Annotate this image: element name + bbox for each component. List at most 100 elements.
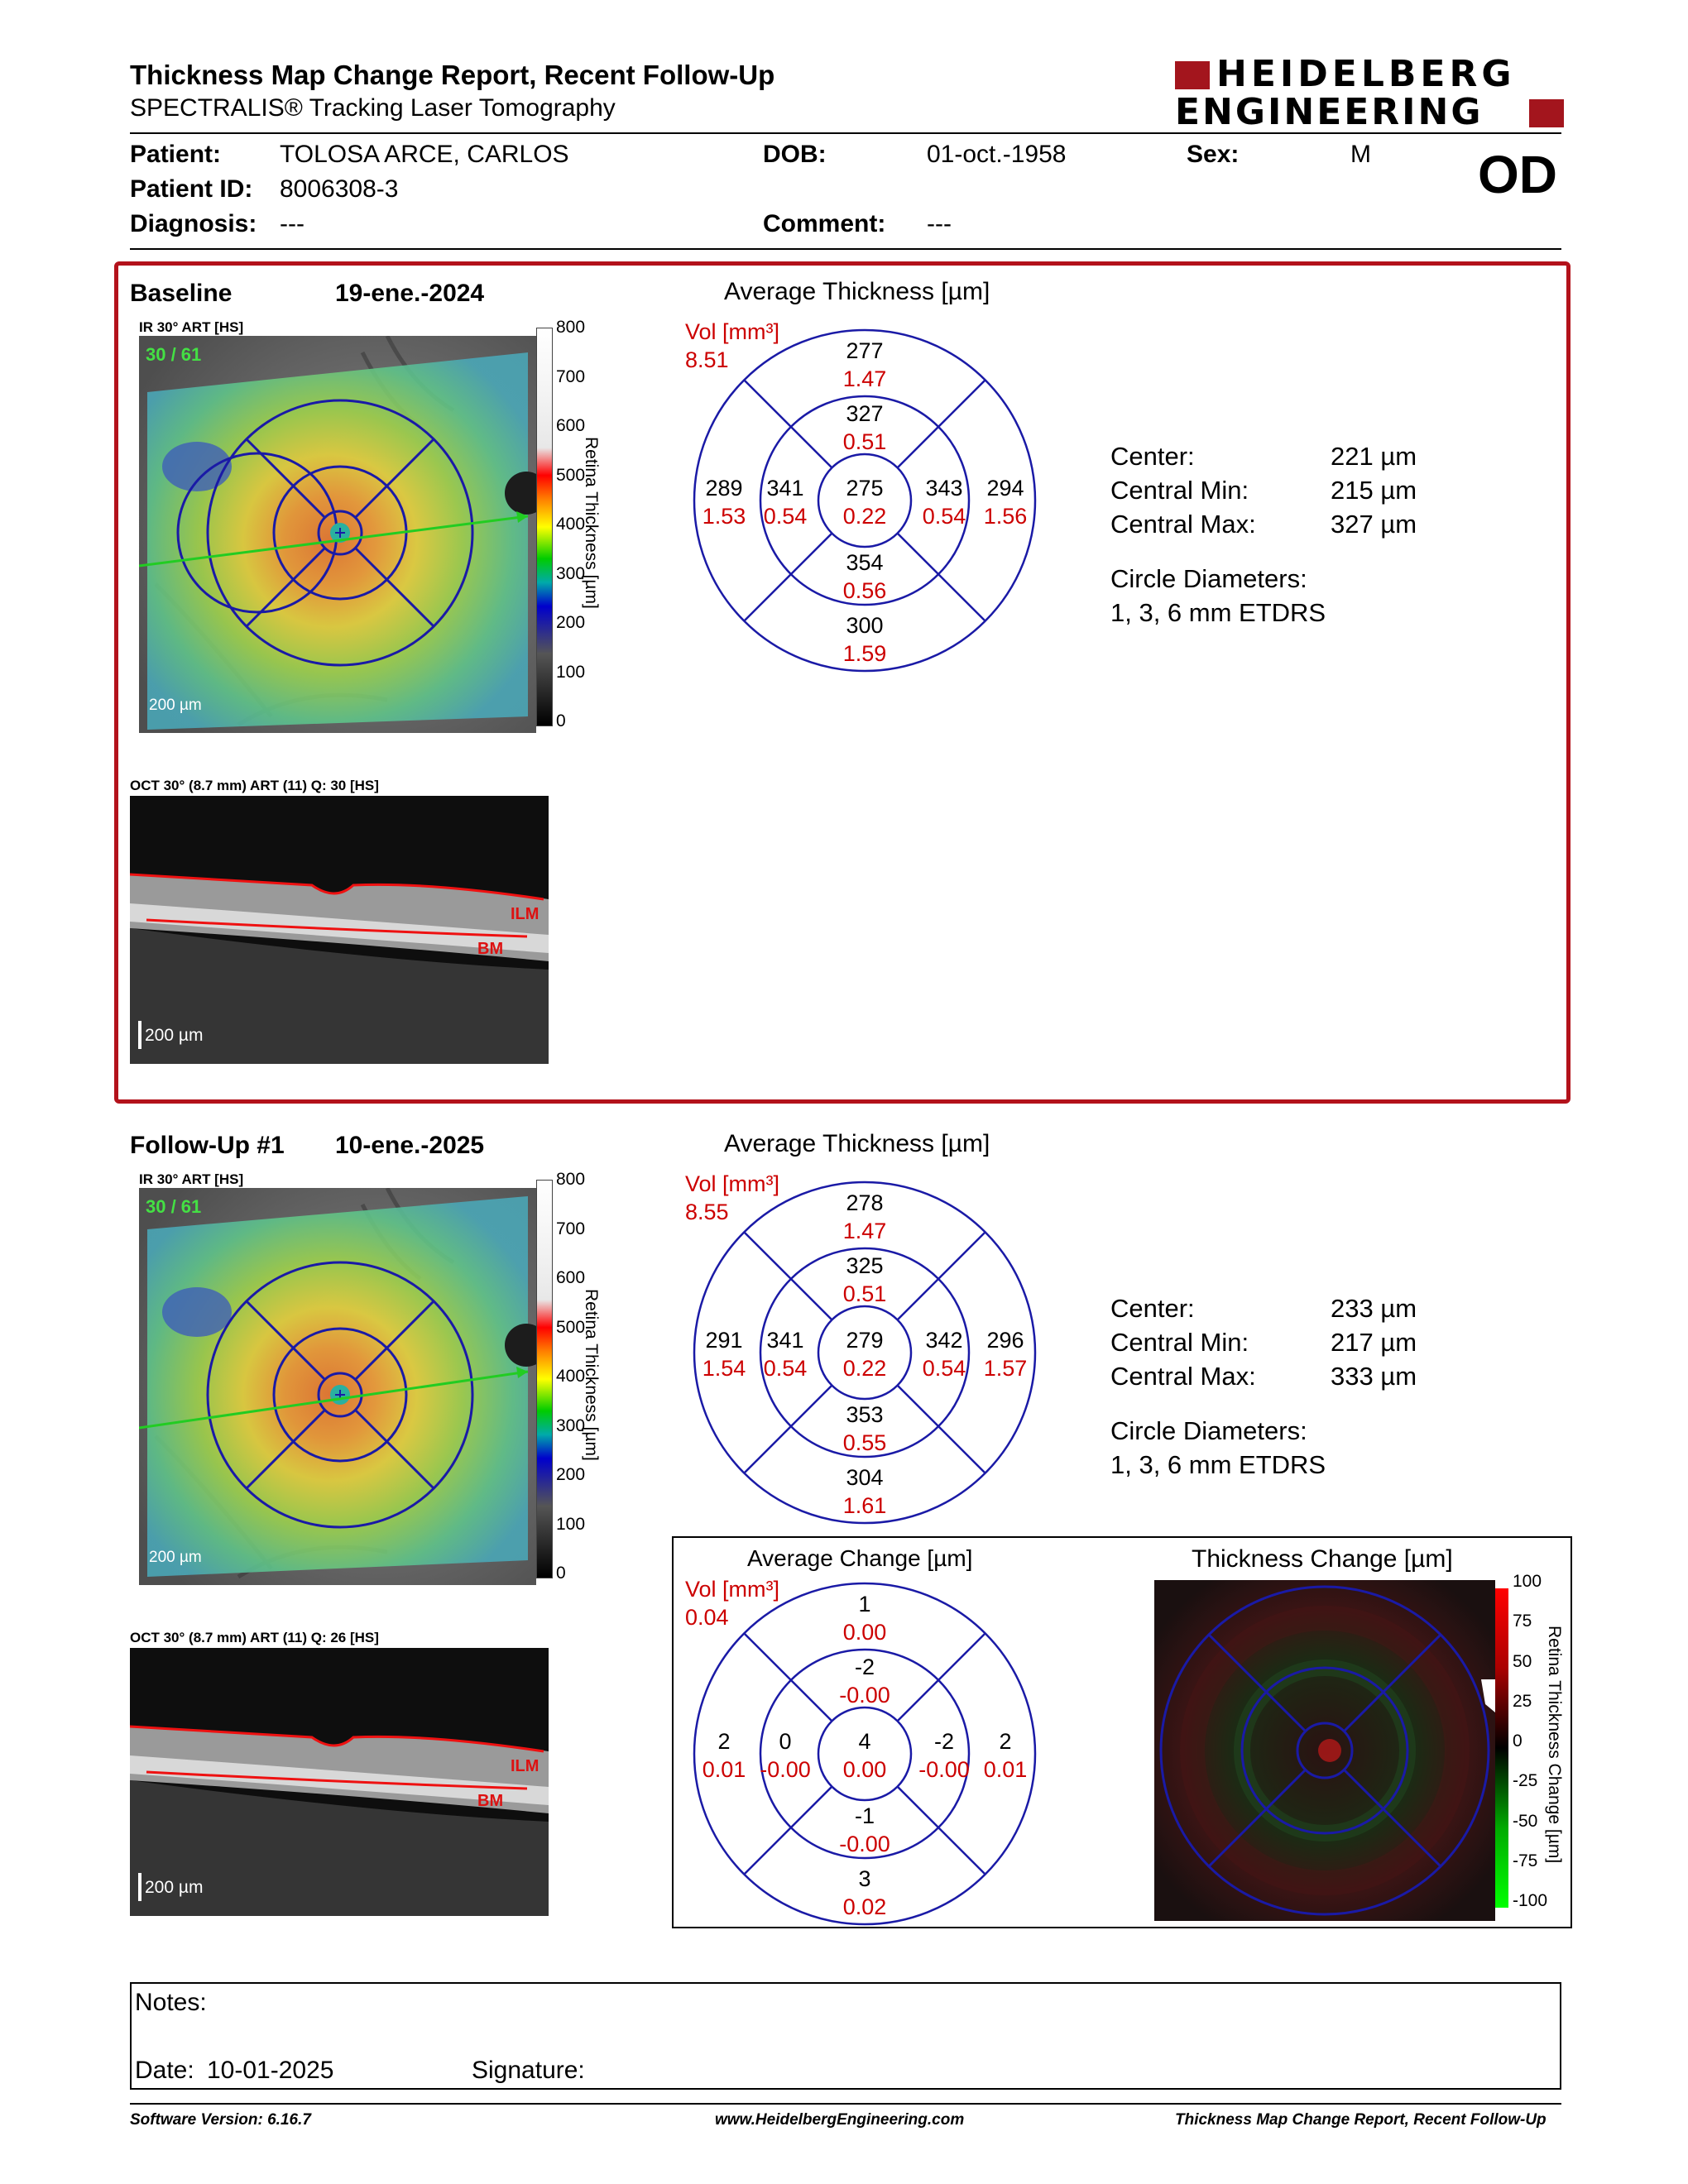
baseline-stats-values: 221 µm 215 µm 327 µm	[1331, 439, 1417, 541]
baseline-vol-label: Vol [mm³]	[685, 319, 780, 344]
sector-thickness-outer-bottom: 3	[858, 1866, 870, 1891]
date-label: Date:	[135, 2057, 194, 2084]
sector-thickness-inner-bottom: 353	[846, 1402, 883, 1427]
baseline-oct-label: OCT 30° (8.7 mm) ART (11) Q: 30 [HS]	[130, 778, 379, 793]
followup-min-label: Central Min:	[1110, 1328, 1249, 1357]
change-colorbar	[1495, 1588, 1508, 1908]
sector-volume-outer-top: 1.47	[843, 1219, 887, 1243]
sector-volume-inner-right: -0.00	[918, 1757, 970, 1782]
patient-divider	[130, 248, 1561, 250]
colorbar-tick: 400	[556, 1367, 586, 1386]
website: www.HeidelbergEngineering.com	[715, 2111, 965, 2129]
followup-diam-value: 1, 3, 6 mm ETDRS	[1110, 1450, 1326, 1479]
baseline-center-value: 221 µm	[1331, 442, 1417, 471]
colorbar-tick: 600	[556, 416, 586, 435]
comment-value: ---	[927, 210, 952, 237]
baseline-grid-title: Average Thickness [µm]	[724, 278, 990, 305]
report-subtitle: SPECTRALIS® Tracking Laser Tomography	[130, 94, 616, 122]
colorbar-tick: 100	[1513, 1572, 1542, 1591]
followup-center-label: Center:	[1110, 1294, 1195, 1323]
colorbar-tick: 50	[1513, 1651, 1532, 1671]
sector-volume-outer-bottom: 1.59	[843, 641, 887, 666]
sex-label: Sex:	[1187, 141, 1240, 168]
sector-thickness-center: 275	[846, 476, 883, 500]
followup-oct-scale: 200 µm	[145, 1878, 204, 1897]
baseline-oct-scalebar	[138, 1021, 141, 1049]
baseline-min-label: Central Min:	[1110, 476, 1249, 505]
sector-thickness-outer-left: 2	[717, 1729, 730, 1754]
colorbar-tick: 100	[556, 1514, 586, 1534]
eye-indicator: OD	[1478, 145, 1557, 204]
grid-ring	[817, 1706, 913, 1802]
sector-thickness-outer-top: 278	[846, 1190, 883, 1215]
sector-thickness-inner-top: -2	[855, 1655, 875, 1679]
baseline-thickness-map: 30 / 61 200 µm	[139, 336, 536, 733]
baseline-bm-label: BM	[477, 940, 504, 958]
sector-volume-center: 0.22	[843, 1356, 887, 1381]
colorbar-tick: -75	[1513, 1851, 1538, 1870]
sector-thickness-inner-top: 325	[846, 1253, 883, 1278]
baseline-ir-scale: 200 µm	[149, 697, 202, 714]
followup-max-value: 333 µm	[1331, 1362, 1417, 1391]
grid-divider	[743, 1632, 833, 1722]
followup-colorbar-title: Retina Thickness [µm]	[582, 1289, 601, 1461]
sector-volume-outer-left: 1.53	[703, 504, 746, 529]
sector-volume-outer-left: 0.01	[703, 1757, 746, 1782]
baseline-max-label: Central Max:	[1110, 510, 1256, 539]
sector-thickness-outer-right: 2	[999, 1729, 1011, 1754]
baseline-oct-scan: ILM BM 200 µm	[130, 796, 549, 1064]
baseline-center-label: Center:	[1110, 442, 1195, 471]
baseline-date: 19-ene.-2024	[335, 280, 485, 307]
baseline-min-value: 215 µm	[1331, 476, 1417, 505]
change-grid-svg: 1 0.00 -2 -0.00 4 0.00 -1 -0.00 3 0.02 0 -0.00 2 0.01…	[693, 1582, 1037, 1926]
followup-oct-scan: ILM BM 200 µm	[130, 1648, 549, 1916]
grid-divider	[743, 1231, 833, 1321]
followup-stats-values: 233 µm 217 µm 333 µm	[1331, 1291, 1417, 1393]
followup-ir-label: IR 30° ART [HS]	[139, 1171, 244, 1187]
sector-volume-center: 0.22	[843, 504, 887, 529]
grid-ring	[759, 395, 971, 606]
sector-volume-inner-left: 0.54	[764, 504, 808, 529]
change-colorbar-title: Retina Thickness Change [µm]	[1545, 1626, 1564, 1864]
followup-diam-label: Circle Diameters:	[1110, 1416, 1307, 1445]
sector-volume-outer-bottom: 0.02	[843, 1894, 887, 1919]
grid-divider	[896, 1632, 986, 1722]
notes-label: Notes:	[135, 1989, 207, 2016]
baseline-ilm-label: ILM	[511, 905, 539, 923]
colorbar-tick: 25	[1513, 1691, 1532, 1711]
notes-box	[130, 1982, 1561, 2090]
sector-thickness-outer-left: 291	[705, 1328, 742, 1353]
grid-divider	[896, 1231, 986, 1321]
colorbar-tick: 100	[556, 662, 586, 682]
header-divider	[130, 132, 1561, 134]
sector-volume-inner-left: -0.00	[760, 1757, 811, 1782]
colorbar-tick: 0	[1513, 1731, 1523, 1751]
colorbar-tick: -25	[1513, 1771, 1538, 1791]
sector-thickness-inner-right: 342	[925, 1328, 962, 1353]
grid-divider	[743, 1384, 833, 1474]
sector-thickness-outer-top: 277	[846, 338, 883, 363]
followup-vol-total: 8.55	[685, 1200, 729, 1224]
followup-center-value: 233 µm	[1331, 1294, 1417, 1323]
baseline-vol-total: 8.51	[685, 347, 729, 372]
colorbar-tick: 800	[556, 1170, 586, 1189]
followup-max-label: Central Max:	[1110, 1362, 1256, 1391]
signature-label: Signature:	[472, 2057, 585, 2084]
followup-colorbar	[536, 1180, 553, 1578]
grid-divider	[743, 532, 833, 622]
followup-ir-scale: 200 µm	[149, 1549, 202, 1566]
sector-volume-outer-left: 1.54	[703, 1356, 746, 1381]
change-map	[1154, 1580, 1495, 1921]
sector-volume-inner-bottom: 0.55	[843, 1430, 887, 1455]
grid-divider	[896, 1785, 986, 1875]
change-map-title: Thickness Change [µm]	[1192, 1545, 1453, 1573]
colorbar-tick: 600	[556, 1268, 586, 1287]
sector-volume-inner-right: 0.54	[923, 1356, 966, 1381]
grid-ring	[693, 328, 1037, 673]
logo-text-bottom: ENGINEERING	[1175, 91, 1484, 133]
footer-divider	[130, 2103, 1561, 2105]
grid-ring	[817, 1305, 913, 1401]
report-title: Thickness Map Change Report, Recent Foll…	[130, 60, 775, 90]
colorbar-tick: 300	[556, 563, 586, 583]
followup-vol-label: Vol [mm³]	[685, 1171, 780, 1196]
